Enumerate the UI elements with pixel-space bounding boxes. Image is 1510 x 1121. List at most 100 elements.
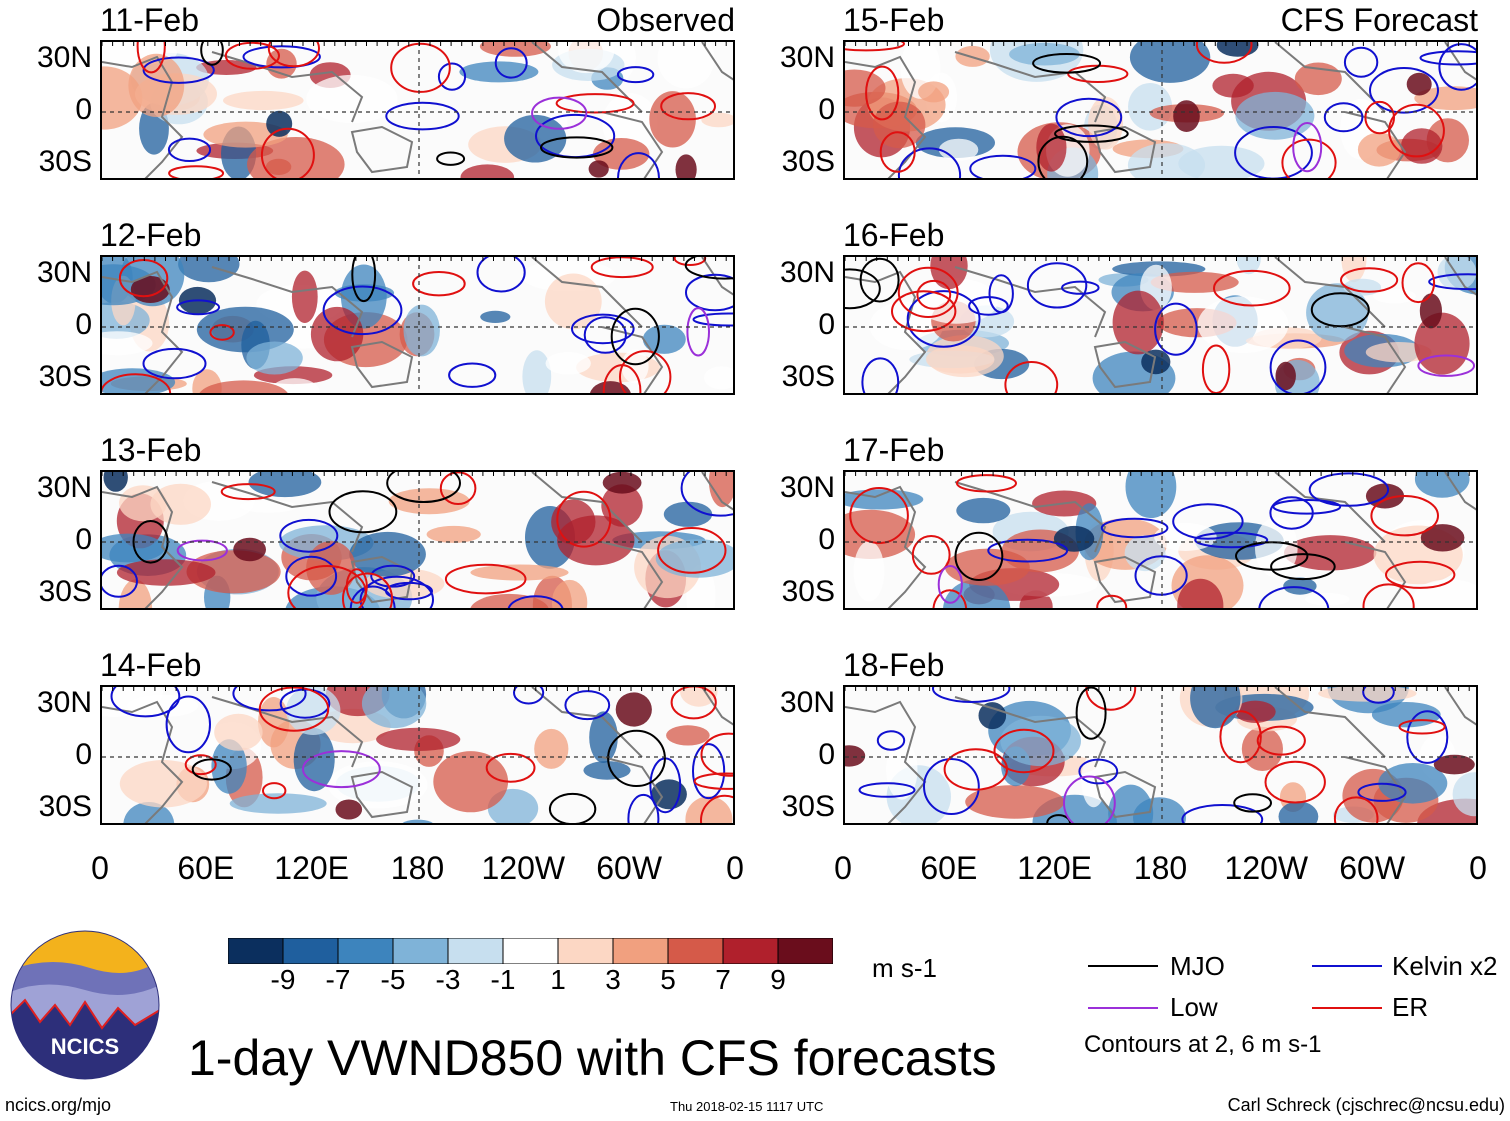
map-panel — [100, 40, 735, 180]
wave-contour — [448, 362, 497, 388]
wave-contour — [685, 273, 733, 312]
wave-contour — [1339, 267, 1399, 293]
colorbar-tick-label: 7 — [715, 964, 731, 995]
latitude-label: 30S — [38, 790, 92, 823]
anomaly-shading — [376, 727, 461, 751]
anomaly-shading — [402, 819, 433, 823]
wave-contour — [876, 730, 906, 751]
anomaly-shading — [1150, 271, 1239, 293]
wave-contour — [937, 565, 963, 604]
colorbar-swatch — [337, 937, 394, 965]
anomaly-shading — [1177, 578, 1224, 608]
wave-contour — [485, 752, 536, 783]
wave-contour — [1172, 503, 1244, 540]
wave-contour — [700, 794, 733, 823]
wave-contour — [1308, 472, 1390, 507]
wave-contour — [209, 324, 235, 341]
coastline — [102, 42, 733, 178]
wave-contour — [439, 472, 477, 505]
anomaly-shading — [1036, 123, 1067, 172]
anomaly-shading — [293, 728, 335, 792]
wave-contour — [1154, 302, 1198, 356]
legend-contour-note: Contours at 2, 6 m s-1 — [1084, 1031, 1322, 1058]
panel-tag: Observed — [596, 2, 735, 38]
wave-contour — [168, 165, 225, 178]
anomaly-shading — [1378, 763, 1448, 804]
wave-contour — [1234, 126, 1313, 178]
anomaly-core — [1420, 524, 1465, 552]
wave-contour — [1061, 280, 1100, 295]
footer-timestamp: Thu 2018-02-15 1117 UTC — [670, 1099, 824, 1114]
anomaly-shading — [248, 472, 322, 498]
anomaly-shading — [551, 579, 588, 608]
anomaly-shading — [663, 501, 713, 527]
longitude-label: 0 — [1469, 850, 1487, 886]
wave-contour — [176, 539, 228, 562]
anomaly-shading — [186, 550, 281, 594]
anomaly-shading — [504, 114, 567, 163]
latitude-label: 30N — [779, 686, 835, 719]
anomaly-shading — [286, 687, 341, 735]
wave-contour — [692, 312, 733, 327]
wave-contour — [476, 257, 526, 293]
panel-date: 17-Feb — [843, 432, 945, 468]
map-field — [102, 42, 733, 178]
colorbar-swatch — [612, 937, 669, 965]
wave-contour — [1219, 710, 1262, 764]
wave-contour — [1075, 687, 1107, 740]
wave-contour — [1281, 138, 1337, 178]
colorbar — [227, 937, 834, 965]
anomaly-core — [233, 537, 266, 562]
anomaly-shading — [551, 499, 596, 545]
anomaly-shading — [886, 740, 918, 800]
coastline — [102, 687, 733, 823]
wave-contour — [328, 490, 398, 534]
wave-contour — [436, 151, 466, 166]
anomaly-core — [1173, 100, 1200, 132]
wave-contour — [602, 364, 642, 393]
wave-contour — [110, 687, 181, 718]
wave-contour — [232, 687, 307, 712]
wave-contour — [262, 782, 287, 800]
wave-contour — [845, 268, 881, 310]
latitude-label: 30N — [36, 256, 92, 289]
longitude-label: 0 — [726, 850, 744, 886]
wave-contour — [1272, 499, 1342, 515]
anomaly-shading — [426, 525, 481, 543]
wave-contour — [1398, 719, 1446, 735]
wave-contour — [1362, 583, 1415, 608]
latitude-label: 30S — [781, 145, 835, 178]
anomaly-shading — [310, 306, 364, 362]
wave-contour — [627, 793, 660, 823]
wave-contour — [845, 42, 905, 52]
wave-contour — [242, 45, 321, 69]
wave-contour — [118, 259, 169, 298]
wave-contour — [1096, 594, 1128, 608]
wave-contour — [507, 595, 564, 608]
anomaly-core — [1275, 361, 1296, 391]
panel-date: 11-Feb — [100, 2, 200, 38]
footer-url[interactable]: ncics.org/mjo — [5, 1095, 112, 1115]
wave-contour — [693, 772, 733, 790]
wave-contour — [390, 42, 451, 93]
anomaly-shading — [199, 380, 288, 393]
anomaly-shading — [704, 366, 733, 390]
wave-contour — [1213, 269, 1291, 307]
map-panel — [843, 255, 1478, 395]
anomaly-shading — [1413, 579, 1476, 608]
anomaly-core — [602, 472, 642, 494]
wave-contour — [142, 56, 215, 84]
wave-contour — [386, 472, 461, 503]
wave-contour — [1004, 361, 1059, 393]
colorbar-tick-label: -9 — [270, 964, 296, 995]
wave-contour — [345, 568, 368, 604]
longitude-label: 60E — [920, 850, 978, 886]
wave-contour — [302, 750, 381, 789]
wave-contour — [351, 257, 377, 303]
wave-contour — [1201, 344, 1231, 393]
wave-contour — [680, 472, 733, 517]
wave-contour — [1258, 586, 1330, 608]
latitude-label: 0 — [75, 308, 92, 341]
wave-contour — [555, 93, 635, 114]
colorbar-swatch — [282, 937, 339, 965]
